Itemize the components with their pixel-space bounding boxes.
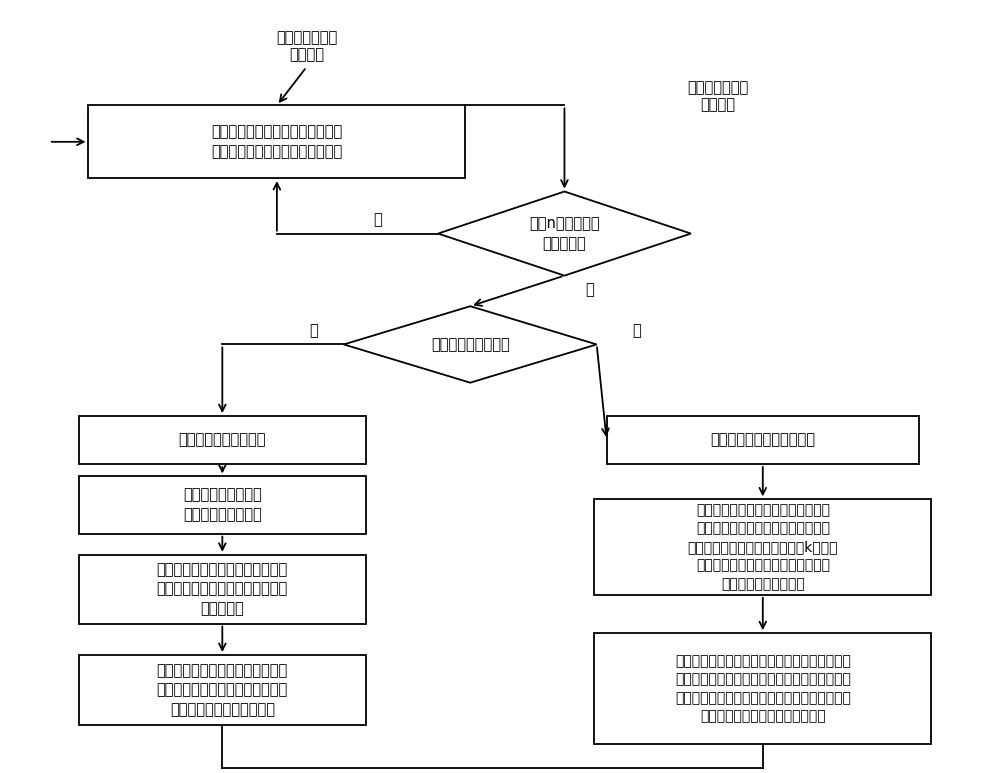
Text: 是: 是 <box>632 323 641 338</box>
Text: 是: 是 <box>585 282 594 297</box>
Text: 发动机需求扭矩
的预测值: 发动机需求扭矩 的预测值 <box>276 30 337 63</box>
FancyBboxPatch shape <box>594 633 931 744</box>
Text: 查找预测的需求扭矩的时间序列，
暂时使用常规空气供给控制策略。: 查找预测的需求扭矩的时间序列， 暂时使用常规空气供给控制策略。 <box>211 124 343 159</box>
FancyBboxPatch shape <box>79 555 366 624</box>
Text: 待节气门前实际压力减去常规空气供给控制策略
中的节气门前压力取值之差在某阈值以内时，联
合调节增压器放气阀或喷嘴环的开度，持续跟踪
发动机所需的进气量或压力目标: 待节气门前实际压力减去常规空气供给控制策略 中的节气门前压力取值之差在某阈值以内… <box>675 654 851 724</box>
Text: 启动瞬态空气加速供给策略: 启动瞬态空气加速供给策略 <box>710 433 815 448</box>
FancyBboxPatch shape <box>607 416 919 464</box>
FancyBboxPatch shape <box>79 476 366 533</box>
Text: 快速节气门开度，利用节气门前储备
的高压气体，快速提升节气门后的压
力，跟踪其目标值。本步骤开始k秒后，
节气门前目标压力切换回常规空气供
给控制策略中的取值。: 快速节气门开度，利用节气门前储备 的高压气体，快速提升节气门后的压 力，跟踪其目… <box>688 503 838 591</box>
FancyBboxPatch shape <box>79 416 366 464</box>
Text: 未来n秒后需求扭
矩将增大？: 未来n秒后需求扭 矩将增大？ <box>529 216 600 251</box>
Polygon shape <box>344 306 597 383</box>
Text: 通过减小节气门开度和增压器放气
阀或喷嘴环开度，实现节气门前目
标压力，维持节气门后压力: 通过减小节气门开度和增压器放气 阀或喷嘴环开度，实现节气门前目 标压力，维持节气… <box>157 662 288 717</box>
Text: 当前需求扭矩增大？: 当前需求扭矩增大？ <box>431 337 510 352</box>
Text: 需求扭矩的预测
时间序列: 需求扭矩的预测 时间序列 <box>688 80 749 112</box>
Text: 启动瞬态储气控制策略: 启动瞬态储气控制策略 <box>179 433 266 448</box>
FancyBboxPatch shape <box>79 655 366 725</box>
Text: 计算当前所需进气量
计算未来所需进气量: 计算当前所需进气量 计算未来所需进气量 <box>183 488 262 523</box>
FancyBboxPatch shape <box>88 105 465 178</box>
Text: 否: 否 <box>373 213 382 227</box>
Text: 根据未来所需进气量较当前所需进
气量的增加量，计算所需的节气门
前目标压力: 根据未来所需进气量较当前所需进 气量的增加量，计算所需的节气门 前目标压力 <box>157 562 288 616</box>
Polygon shape <box>438 192 691 276</box>
FancyBboxPatch shape <box>594 499 931 595</box>
Text: 否: 否 <box>310 323 318 338</box>
